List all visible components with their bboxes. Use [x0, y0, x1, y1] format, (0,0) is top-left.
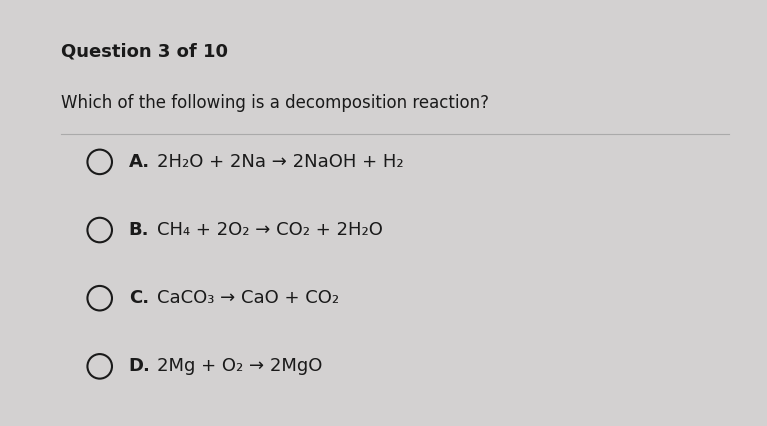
Text: 2Mg + O₂ → 2MgO: 2Mg + O₂ → 2MgO	[157, 357, 323, 375]
Text: B.: B.	[129, 221, 150, 239]
Text: C.: C.	[129, 289, 149, 307]
Text: 2H₂O + 2Na → 2NaOH + H₂: 2H₂O + 2Na → 2NaOH + H₂	[157, 153, 404, 171]
Text: D.: D.	[129, 357, 151, 375]
Text: A.: A.	[129, 153, 150, 171]
Text: Which of the following is a decomposition reaction?: Which of the following is a decompositio…	[61, 94, 489, 112]
Text: CH₄ + 2O₂ → CO₂ + 2H₂O: CH₄ + 2O₂ → CO₂ + 2H₂O	[157, 221, 383, 239]
Text: Question 3 of 10: Question 3 of 10	[61, 43, 229, 60]
Text: CaCO₃ → CaO + CO₂: CaCO₃ → CaO + CO₂	[157, 289, 339, 307]
